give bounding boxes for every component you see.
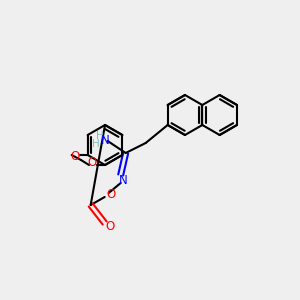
Text: N: N [119,173,128,187]
Text: O: O [105,220,114,232]
Text: H: H [96,131,104,141]
Text: N: N [101,134,110,146]
Text: H: H [92,139,100,149]
Text: O: O [87,157,97,169]
Text: O: O [106,188,115,202]
Text: O: O [70,151,79,164]
